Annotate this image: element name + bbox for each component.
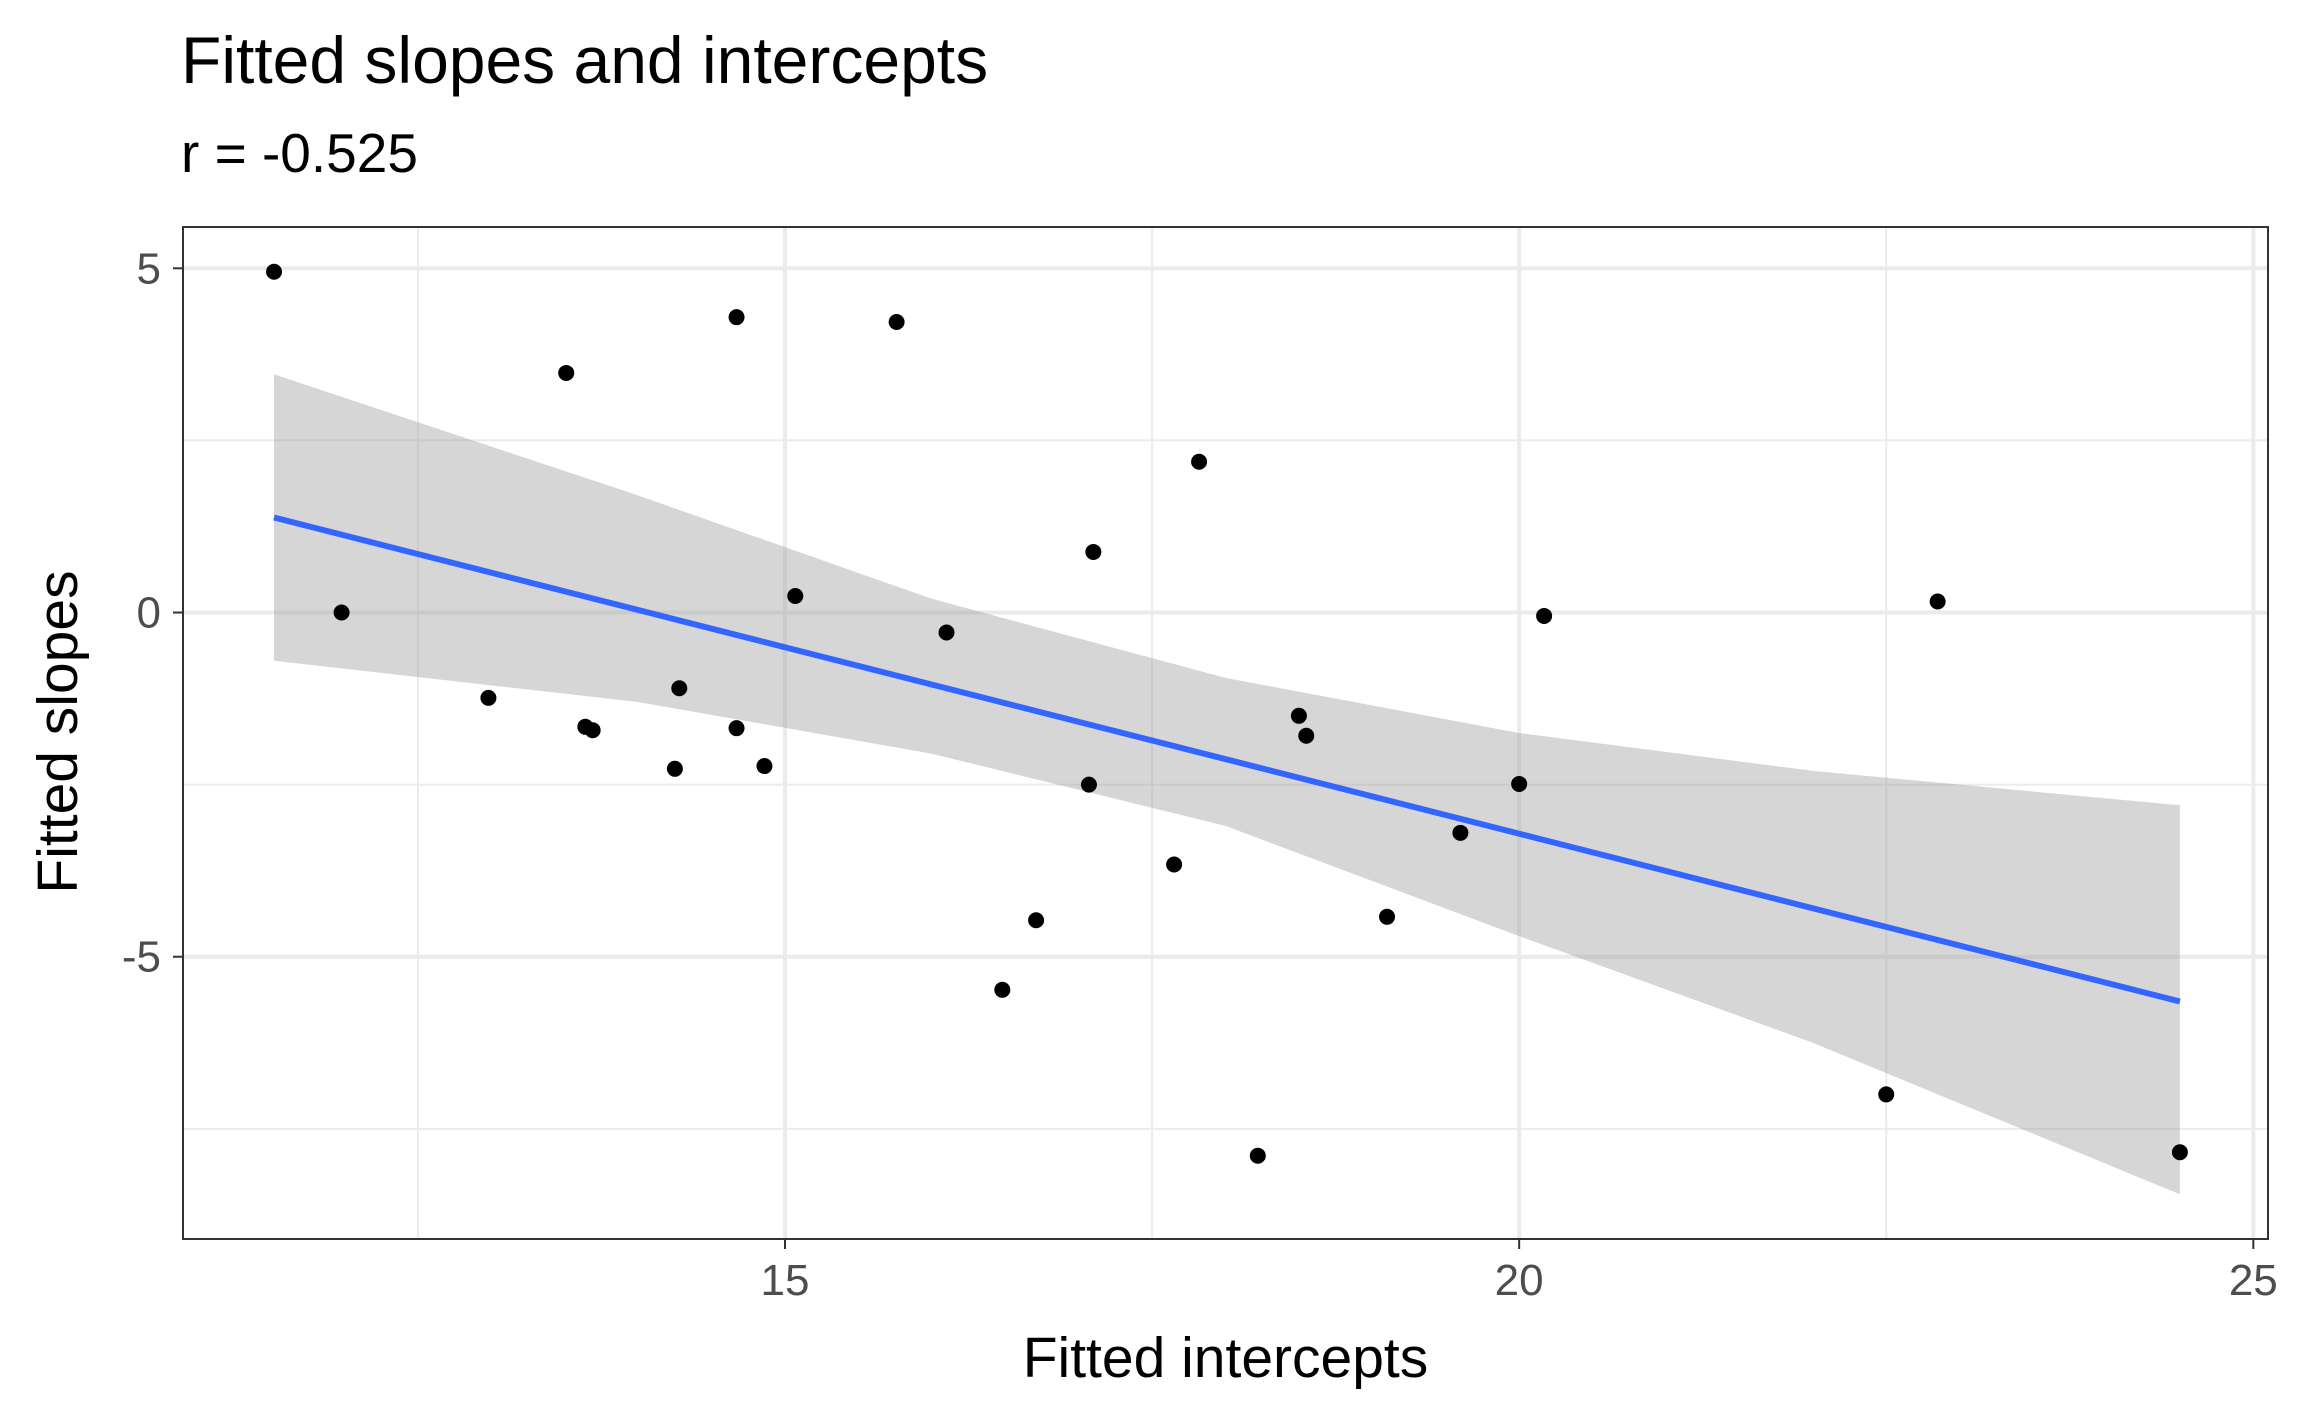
data-point [1511,775,1528,792]
data-point [1191,453,1208,470]
confidence-band [274,374,2180,1195]
x-tick-label: 15 [761,1256,810,1305]
data-point [938,624,955,641]
data-point [1878,1086,1895,1103]
data-point [728,720,745,737]
data-point [994,981,1011,998]
x-tick-label: 25 [2229,1256,2278,1305]
data-point [266,263,283,280]
data-point [671,680,688,697]
data-point [666,760,683,777]
y-axis-label: Fitted slopes [26,570,90,894]
regression-line [273,514,2181,1005]
y-tick-label: 0 [137,589,161,638]
data-point [756,758,773,775]
x-axis-ticks: 15 20 25 [761,1239,2278,1305]
data-point [888,314,905,331]
minor-gridlines [183,227,2268,1239]
plot-panel-background [183,227,2268,1239]
data-point [1166,856,1183,873]
data-point [1298,727,1315,744]
y-axis-ticks: 5 0 -5 [122,244,183,982]
y-tick-label: -5 [122,933,161,982]
major-gridlines [183,227,2268,1239]
data-point [1290,707,1307,724]
data-point [333,604,350,621]
data-point [728,309,745,326]
data-point [1028,912,1045,929]
data-point [584,722,601,739]
data-point [1536,607,1553,624]
data-point [1085,543,1102,560]
data-point [1080,776,1097,793]
data-point [1929,593,1946,610]
data-point [480,689,497,706]
data-point [558,364,575,381]
data-points [266,263,2188,1164]
y-tick-label: 5 [137,244,161,293]
data-point [1452,824,1469,841]
x-tick-label: 20 [1495,1256,1544,1305]
plot-panel-border [182,226,2269,1240]
data-point [2171,1144,2188,1161]
data-point [1379,908,1396,925]
data-point [1249,1147,1266,1164]
x-axis-label: Fitted intercepts [1022,1326,1429,1390]
chart-subtitle: r = -0.525 [181,122,418,184]
chart-title: Fitted slopes and intercepts [181,23,989,97]
data-point [787,588,804,605]
